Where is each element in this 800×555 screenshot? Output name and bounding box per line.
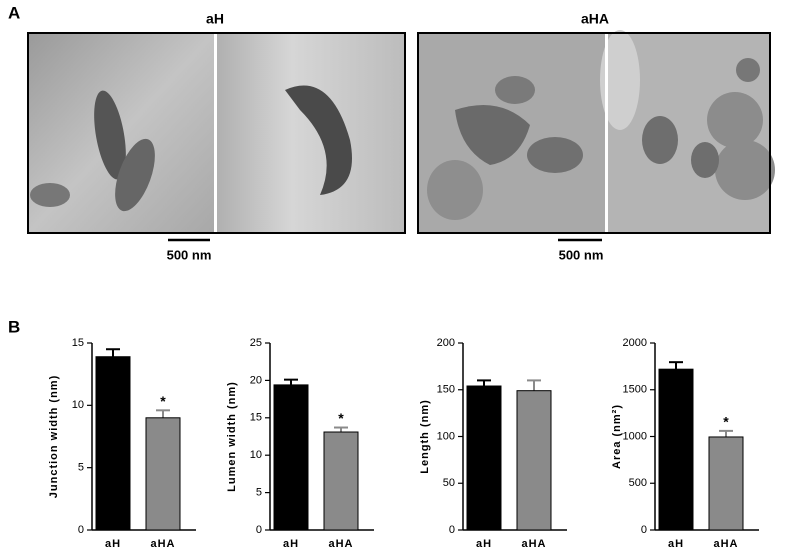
bar (323, 431, 359, 531)
micrograph (417, 30, 775, 234)
y-tick-label: 20 (250, 374, 262, 386)
x-tick-label: aHA (150, 538, 175, 550)
y-tick-label: 10 (72, 399, 84, 411)
y-axis-label: Lumen width (nm) (226, 381, 238, 492)
y-tick-label: 15 (250, 412, 262, 424)
x-tick-label: aH (476, 538, 492, 550)
y-tick-label: 0 (641, 524, 647, 536)
scale-label: 500 nm (559, 247, 604, 262)
x-tick-label: aH (105, 538, 121, 550)
significance-mark: * (160, 393, 166, 409)
y-tick-label: 15 (72, 337, 84, 349)
y-tick-label: 1000 (623, 430, 647, 442)
group-title: aHA (581, 11, 609, 27)
x-tick-label: aH (668, 538, 684, 550)
bar (95, 356, 131, 531)
y-tick-label: 25 (250, 337, 262, 349)
bar (273, 384, 309, 531)
x-tick-label: aH (283, 538, 299, 550)
panel-label: A (8, 3, 20, 22)
y-tick-label: 10 (250, 449, 262, 461)
y-tick-label: 50 (443, 477, 455, 489)
y-axis-label: Junction width (nm) (48, 375, 60, 498)
bar (658, 368, 694, 531)
y-tick-label: 100 (437, 430, 455, 442)
x-tick-label: aHA (328, 538, 353, 550)
x-tick-label: aHA (521, 538, 546, 550)
y-axis-label: Area (nm²) (611, 404, 623, 469)
significance-mark: * (338, 410, 344, 426)
scale-label: 500 nm (167, 247, 212, 262)
y-tick-label: 500 (629, 477, 647, 489)
bar (708, 436, 744, 531)
group-title: aH (206, 11, 224, 27)
y-tick-label: 0 (449, 524, 455, 536)
y-axis-label: Length (nm) (419, 399, 431, 474)
y-tick-label: 1500 (623, 384, 647, 396)
y-tick-label: 2000 (623, 337, 647, 349)
micrograph (27, 32, 406, 234)
bar (145, 417, 181, 531)
y-tick-label: 200 (437, 337, 455, 349)
y-tick-label: 150 (437, 384, 455, 396)
y-tick-label: 0 (78, 524, 84, 536)
x-tick-label: aHA (713, 538, 738, 550)
y-tick-label: 5 (78, 462, 84, 474)
y-tick-label: 5 (256, 487, 262, 499)
bar (516, 390, 552, 531)
bar (466, 385, 502, 531)
significance-mark: * (723, 414, 729, 430)
y-tick-label: 0 (256, 524, 262, 536)
panel-label: B (8, 317, 20, 336)
